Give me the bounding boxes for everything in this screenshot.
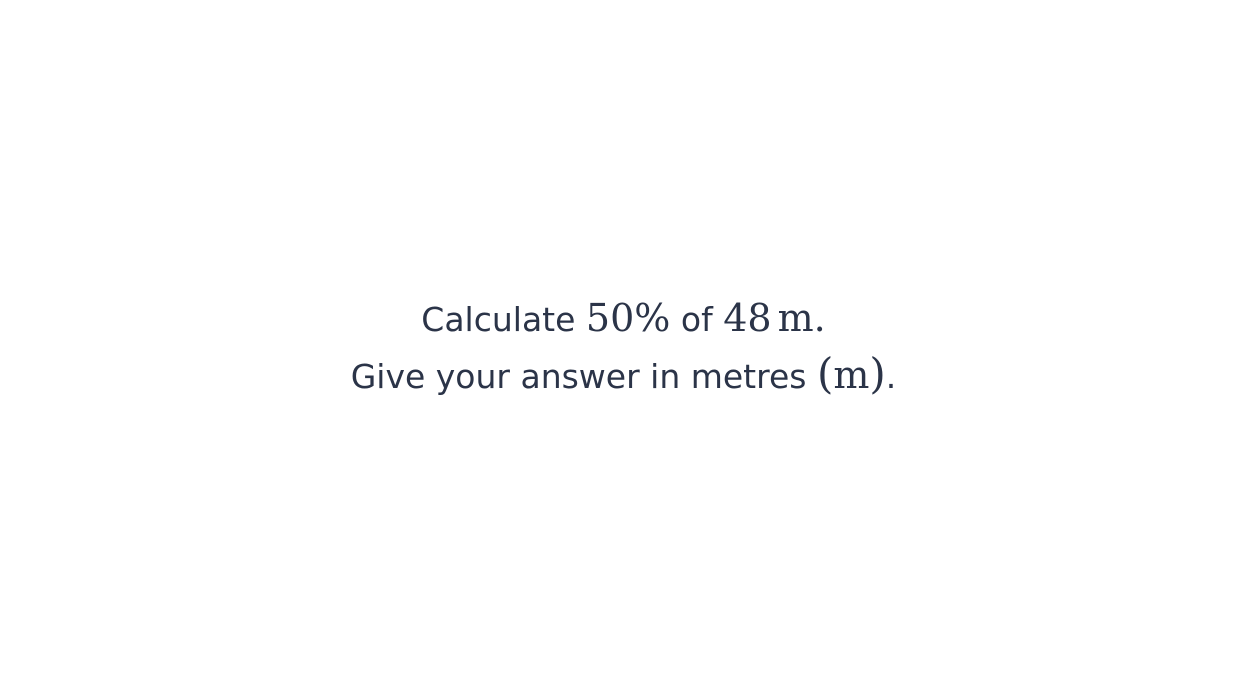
close-paren: )	[869, 349, 886, 398]
of-word: of	[680, 300, 713, 339]
question-line-2: Give your answer in metres (m).	[351, 347, 897, 404]
question-text: Calculate 50% of 48 m. Give your answer i…	[351, 291, 897, 404]
answer-instruction: Give your answer in metres	[350, 357, 807, 396]
line-1-period: .	[813, 296, 826, 340]
quantity-unit: m	[777, 296, 814, 340]
line-2-period: .	[885, 357, 897, 396]
answer-unit: m	[833, 353, 870, 397]
calculate-word: Calculate	[421, 300, 576, 339]
percent-value: 50%	[585, 296, 671, 340]
question-line-1: Calculate 50% of 48 m.	[351, 291, 897, 347]
quantity-value: 48	[723, 296, 772, 340]
open-paren: (	[816, 349, 834, 398]
